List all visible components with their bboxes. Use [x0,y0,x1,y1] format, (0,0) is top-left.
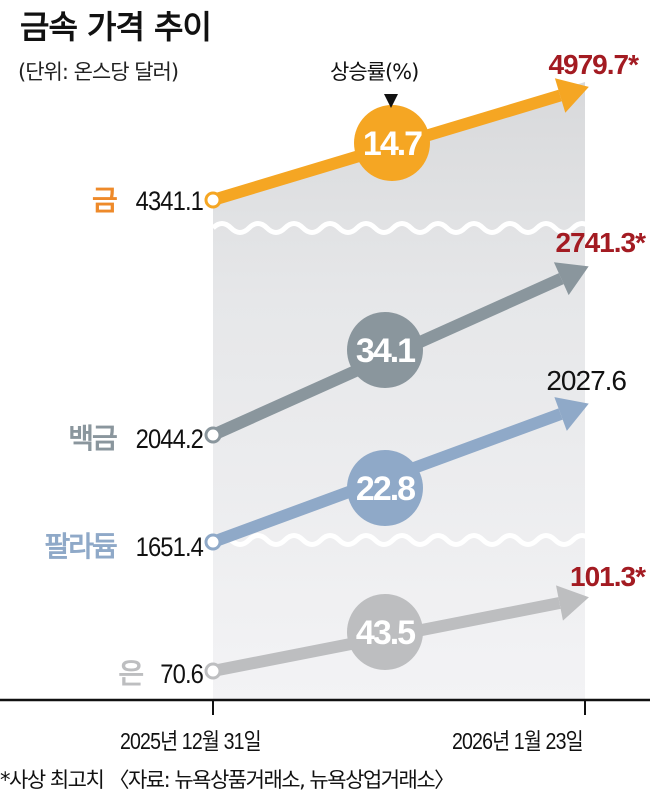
start-value: 2044.2 [136,425,203,455]
end-value-record: 2741.3* [555,227,646,258]
arrowhead-icon [554,397,589,431]
unit-label: (단위: 온스당 달러) [18,60,179,84]
series-name: 금 [92,184,117,217]
chart-title: 금속 가격 추이 [20,8,212,46]
x-label-end: 2026년 1월 23일 [452,728,584,754]
change-pct: 43.5 [356,614,415,652]
start-point-marker [204,662,222,680]
series-name: 팔라듐 [45,530,118,563]
start-value: 70.6 [160,660,203,690]
axis-break-wave [211,533,611,547]
start-point-marker [204,426,222,444]
change-pct: 14.7 [363,125,422,163]
x-label-start: 2025년 12월 31일 [120,728,262,754]
start-point-marker [204,533,222,551]
rate-legend-label: 상승률(%) [330,60,419,84]
arrowhead-icon [554,78,589,113]
arrowhead-icon [556,585,589,621]
start-value: 1651.4 [136,533,204,563]
end-value: 2027.6 [546,365,626,396]
arrowhead-icon [553,262,589,296]
change-pct: 34.1 [356,332,415,370]
start-point-marker [204,191,222,209]
series-0: 14.7 4341.1 금 4979.7* [92,49,640,217]
end-value-record: 4979.7* [548,49,639,80]
end-value-record: 101.3* [570,561,646,592]
start-value: 4341.1 [136,187,203,217]
axis-break-wave [211,221,611,235]
change-badge [354,105,430,181]
footnote-source: *사상 최고치 〈자료: 뉴욕상품거래소, 뉴욕상업거래소〉 [0,768,455,792]
change-pct: 22.8 [356,470,415,508]
pointer-triangle-icon [384,94,398,108]
series-2: 22.8 1651.4 팔라듐 2027.6 [45,365,628,563]
series-name: 백금 [68,422,117,455]
series-3: 43.5 70.6 은 101.3* [118,561,647,690]
series-name: 은 [118,657,143,690]
series-1: 34.1 2044.2 백금 2741.3* [68,227,647,455]
change-badge [347,312,423,388]
change-badge [347,594,423,670]
change-badge [347,450,423,526]
